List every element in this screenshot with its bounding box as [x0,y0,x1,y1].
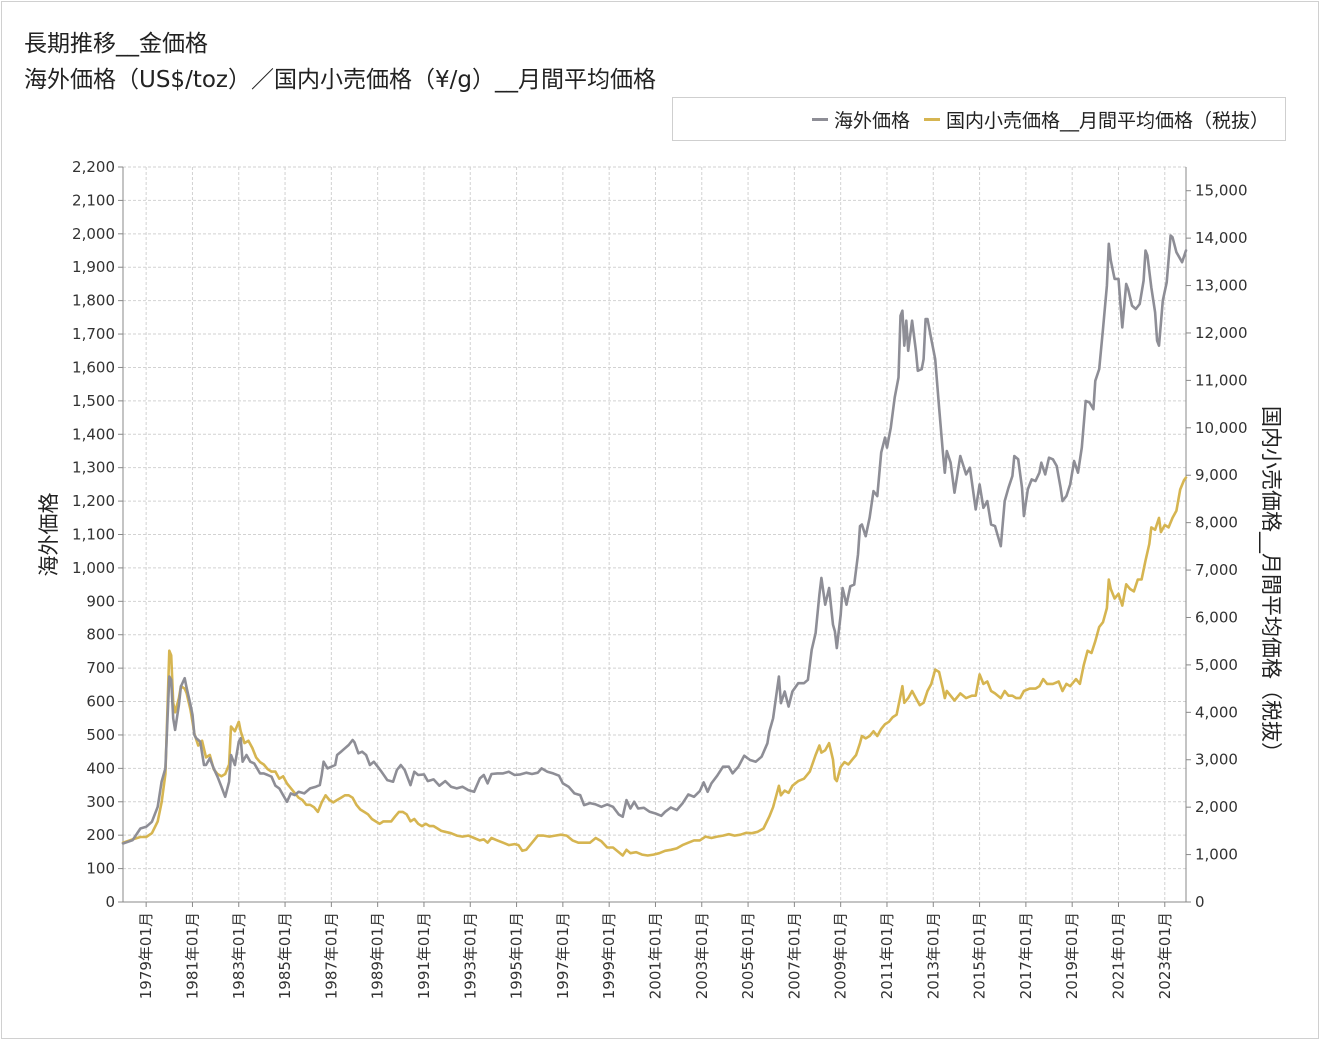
legend-label-overseas: 海外価格 [833,109,910,132]
x-tick-label: 1979年01月 [137,912,155,999]
left-tick-label: 2,000 [72,225,115,243]
x-tick-label: 1989年01月 [369,912,387,999]
x-tick-label: 1997年01月 [554,912,572,999]
x-tick-label: 2003年01月 [693,912,711,999]
legend-label-domestic: 国内小売価格__月間平均価格（税抜） [945,109,1269,132]
right-tick-label: 11,000 [1195,371,1248,389]
right-tick-label: 4,000 [1195,703,1238,721]
left-tick-label: 700 [86,659,115,677]
legend-item-domestic[interactable]: 国内小売価格__月間平均価格（税抜） [923,106,1269,133]
x-tick-label: 2009年01月 [832,912,850,999]
left-tick-label: 200 [86,826,115,844]
right-tick-label: 3,000 [1195,751,1238,769]
x-tick-label: 2011年01月 [878,912,896,999]
series-line-overseas [121,234,1188,845]
left-tick-label: 100 [86,860,115,878]
left-tick-label: 600 [86,693,115,711]
x-tick-label: 1999年01月 [600,912,618,999]
chart-title: 長期推移__金価格 [24,31,208,57]
left-tick-label: 900 [86,592,115,610]
series-lines [121,234,1188,857]
right-axis-title: 国内小売価格__月間平均価格（税抜） [1258,406,1283,763]
x-tick-label: 2019年01月 [1063,912,1081,999]
left-tick-label: 0 [105,893,115,911]
left-tick-label: 1,100 [72,526,115,544]
right-tick-label: 1,000 [1195,846,1238,864]
left-tick-label: 800 [86,626,115,644]
axes: 0 100 200 300 400 500 600 700 800 900 1,000 1,100 1,… [72,158,1247,999]
right-tick-label: 12,000 [1195,324,1248,342]
legend: 海外価格 国内小売価格__月間平均価格（税抜） [672,97,1286,141]
left-tick-label: 2,100 [72,191,115,209]
x-tick-label: 1993年01月 [461,912,479,999]
x-tick-label: 2015年01月 [971,912,989,999]
right-tick-label: 9,000 [1195,466,1238,484]
right-tick-label: 15,000 [1195,182,1248,200]
left-tick-label: 1,500 [72,392,115,410]
left-tick-label: 1,000 [72,559,115,577]
left-tick-label: 1,800 [72,292,115,310]
left-tick-label: 1,200 [72,492,115,510]
left-tick-label: 1,300 [72,459,115,477]
right-tick-label: 10,000 [1195,419,1248,437]
x-tick-label: 1987年01月 [322,912,340,999]
right-tick-label: 14,000 [1195,229,1248,247]
left-tick-label: 500 [86,726,115,744]
right-tick-label: 6,000 [1195,608,1238,626]
x-tick-label: 1991年01月 [415,912,433,999]
x-tick-label: 1995年01月 [508,912,526,999]
right-tick-label: 2,000 [1195,798,1238,816]
left-tick-label: 2,200 [72,158,115,176]
x-tick-label: 2013年01月 [924,912,942,999]
right-tick-label: 0 [1195,893,1205,911]
x-tick-label: 2017年01月 [1017,912,1035,999]
right-tick-label: 13,000 [1195,277,1248,295]
left-tick-label: 1,600 [72,358,115,376]
left-tick-label: 300 [86,793,115,811]
right-tick-label: 8,000 [1195,514,1238,532]
x-tick-label: 1983年01月 [230,912,248,999]
right-tick-label: 5,000 [1195,656,1238,674]
x-tick-label: 2001年01月 [646,912,664,999]
x-tick-label: 1985年01月 [276,912,294,999]
legend-swatch-domestic [923,117,940,121]
x-tick-label: 2005年01月 [739,912,757,999]
chart-subtitle: 海外価格（US$/toz）／国内小売価格（¥/g）__月間平均価格 [24,67,656,93]
legend-swatch-overseas [811,117,828,121]
x-tick-label: 2007年01月 [785,912,803,999]
left-tick-label: 400 [86,759,115,777]
x-tick-label: 2023年01月 [1156,912,1174,999]
left-axis-title: 海外価格 [37,493,61,577]
legend-item-overseas[interactable]: 海外価格 [811,106,910,133]
x-tick-label: 1981年01月 [183,912,201,999]
left-tick-label: 1,700 [72,325,115,343]
left-tick-label: 1,900 [72,258,115,276]
series-line-domestic [121,476,1188,857]
right-tick-label: 7,000 [1195,561,1238,579]
left-tick-label: 1,400 [72,425,115,443]
x-tick-label: 2021年01月 [1109,912,1127,999]
